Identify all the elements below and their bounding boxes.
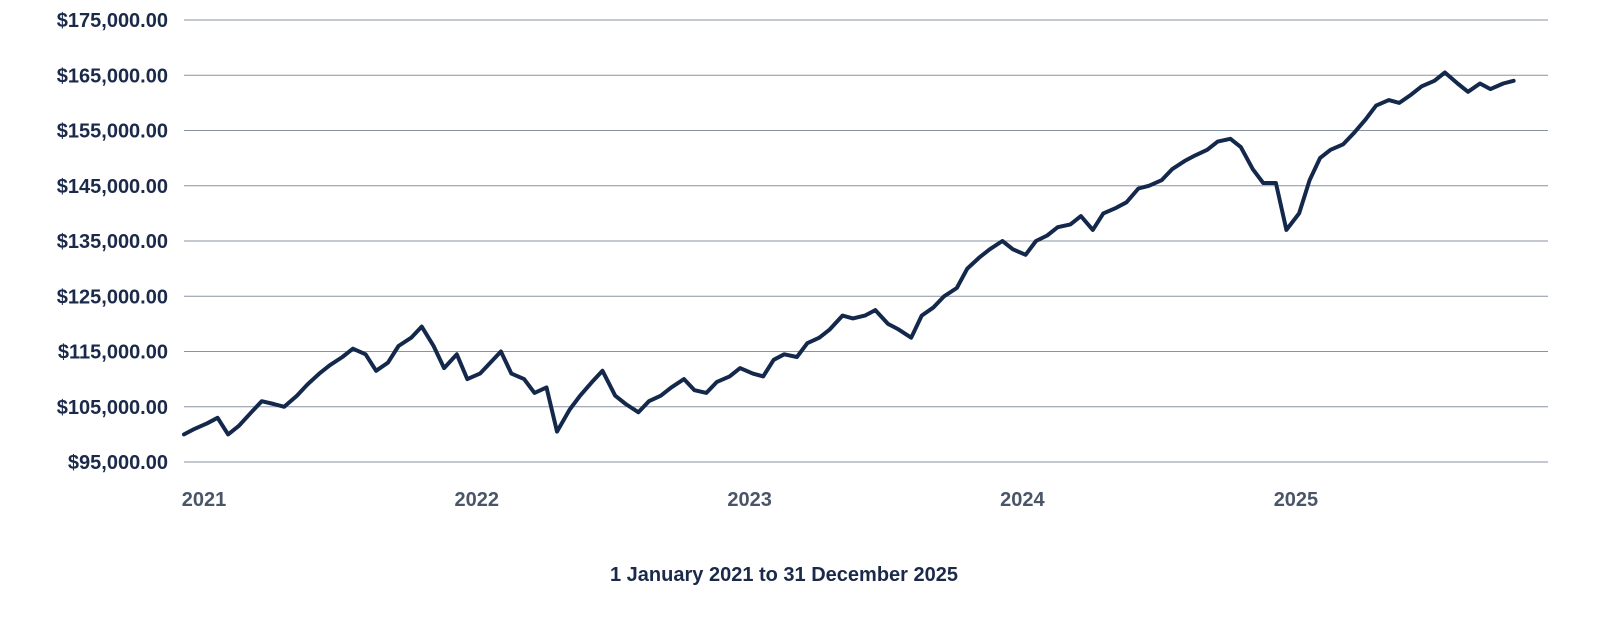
y-tick-label: $155,000.00 — [57, 121, 168, 143]
y-tick-label: $115,000.00 — [58, 342, 168, 364]
x-tick-label: 2023 — [727, 489, 772, 511]
y-tick-label: $165,000.00 — [57, 65, 168, 87]
y-tick-label: $105,000.00 — [57, 397, 168, 419]
x-tick-label: 2024 — [1000, 489, 1045, 511]
x-axis-label: 1 January 2021 to 31 December 2025 — [610, 564, 958, 586]
y-tick-label: $145,000.00 — [57, 176, 168, 198]
y-tick-label: $135,000.00 — [57, 231, 168, 253]
y-tick-label: $125,000.00 — [57, 286, 168, 308]
y-tick-label: $95,000.00 — [68, 452, 168, 474]
x-axis-ticks: 2021 2022 2023 2024 2025 — [182, 489, 1318, 511]
gridlines — [184, 19, 1548, 463]
x-tick-label: 2022 — [455, 489, 500, 511]
y-tick-label: $175,000.00 — [57, 10, 168, 32]
series-layer — [182, 70, 1516, 437]
x-tick-label: 2021 — [182, 489, 227, 511]
y-axis-ticks: $175,000.00 $165,000.00 $155,000.00 $145,00… — [57, 10, 168, 474]
series-line — [182, 70, 1516, 437]
x-tick-label: 2025 — [1274, 489, 1319, 511]
